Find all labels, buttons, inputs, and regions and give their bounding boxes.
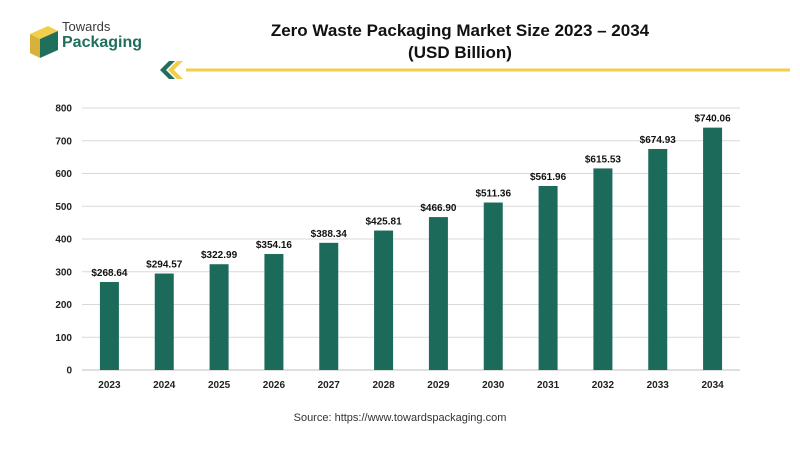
x-tick-label: 2024 (153, 380, 176, 391)
y-tick-label: 800 (55, 104, 72, 115)
x-tick-label: 2023 (98, 380, 121, 391)
x-tick-label: 2025 (208, 380, 231, 391)
x-tick-label: 2030 (482, 380, 505, 391)
y-tick-label: 400 (55, 235, 72, 246)
bar (648, 148, 668, 370)
y-tick-label: 300 (55, 267, 72, 278)
y-tick-label: 100 (55, 333, 72, 344)
x-tick-label: 2033 (647, 380, 670, 391)
data-label: $561.96 (530, 172, 567, 183)
y-tick-label: 600 (55, 169, 72, 180)
y-tick-label: 0 (66, 366, 72, 377)
data-label: $466.90 (420, 203, 457, 214)
data-label: $740.06 (695, 114, 732, 125)
data-label: $674.93 (640, 135, 677, 146)
bar (703, 127, 723, 371)
bar (483, 202, 503, 370)
bar (154, 273, 174, 370)
x-tick-label: 2032 (592, 380, 615, 391)
chart-title-line2: (USD Billion) (408, 43, 512, 62)
box-logo-icon (30, 26, 58, 58)
data-label: $354.16 (256, 240, 293, 251)
chevron-left-icon (160, 61, 175, 79)
data-label: $268.64 (91, 268, 128, 279)
chart-title-line1: Zero Waste Packaging Market Size 2023 – … (270, 21, 650, 40)
data-label: $615.53 (585, 154, 622, 165)
logo-text-top: Towards (62, 19, 111, 34)
chevron-left-icon (168, 61, 183, 79)
bar (538, 185, 558, 370)
source-note: Source: https://www.towardspackaging.com (293, 412, 507, 424)
grid-layer (82, 107, 740, 371)
bar (374, 230, 394, 370)
x-tick-label: 2034 (701, 380, 724, 391)
bar (99, 282, 119, 370)
x-tick-label: 2027 (318, 380, 341, 391)
bar (593, 168, 613, 370)
x-tick-label: 2026 (263, 380, 286, 391)
data-label: $388.34 (311, 229, 348, 240)
y-tick-label: 200 (55, 300, 72, 311)
bar-chart: 0 100 200 300 400 500 600 700 800 $268.64 2023 $294… (55, 104, 740, 392)
labels-layer: 0 100 200 300 400 500 600 700 800 $268.64 2023 $294… (55, 104, 731, 392)
logo-text-bottom: Packaging (62, 34, 143, 51)
brand-logo: Towards Packaging (26, 18, 166, 66)
x-tick-label: 2028 (372, 380, 395, 391)
chart-title: Zero Waste Packaging Market Size 2023 – … (200, 20, 720, 64)
bar (319, 242, 339, 370)
data-label: $511.36 (475, 189, 511, 200)
title-divider (160, 61, 790, 79)
bar (264, 254, 284, 370)
x-tick-label: 2029 (427, 380, 450, 391)
bars-layer (99, 127, 723, 371)
bar (428, 217, 448, 370)
data-label: $294.57 (146, 260, 183, 271)
bar (209, 264, 229, 370)
x-tick-label: 2031 (537, 380, 560, 391)
y-tick-label: 700 (55, 136, 72, 147)
data-label: $425.81 (366, 217, 403, 228)
data-label: $322.99 (201, 250, 238, 261)
y-tick-label: 500 (55, 202, 72, 213)
